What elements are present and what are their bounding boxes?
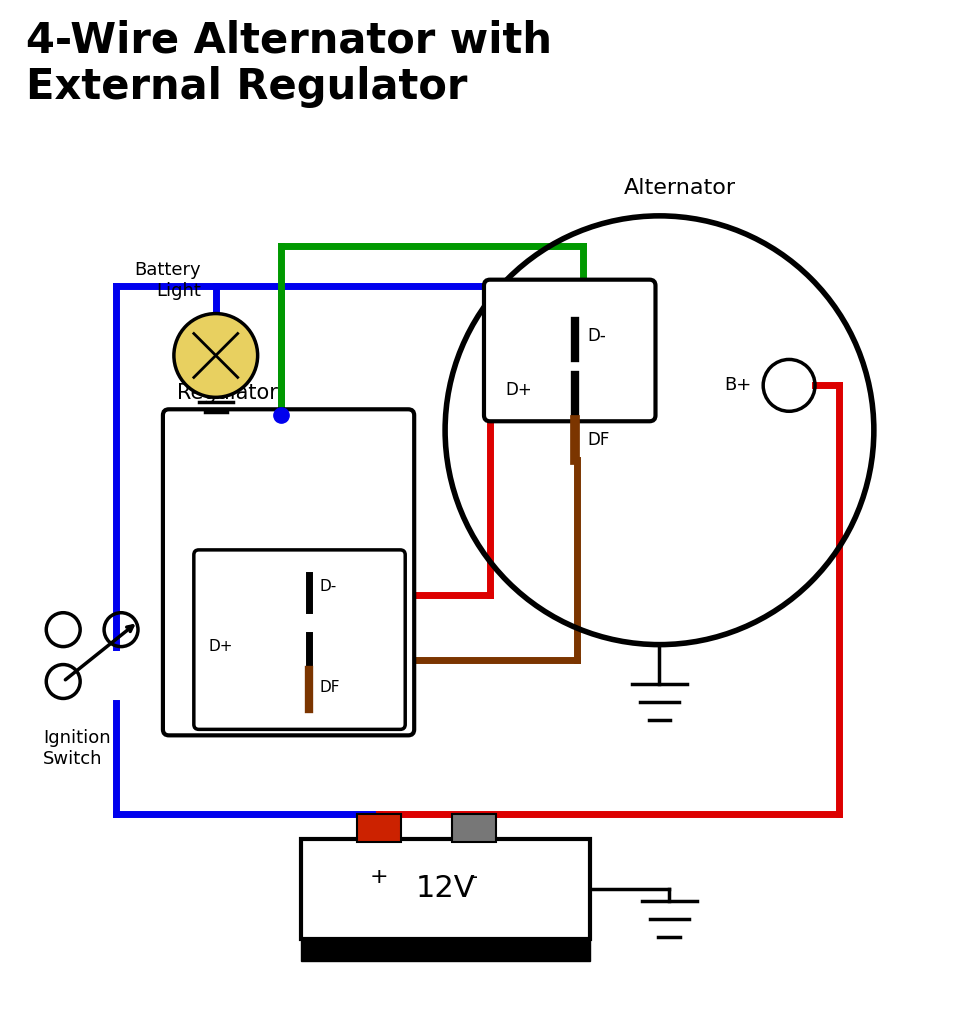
- FancyBboxPatch shape: [484, 280, 656, 421]
- Text: Ignition
Switch: Ignition Switch: [43, 729, 111, 768]
- FancyBboxPatch shape: [194, 550, 405, 729]
- Text: D+: D+: [505, 381, 532, 399]
- Text: 4-Wire Alternator with
External Regulator: 4-Wire Alternator with External Regulato…: [26, 19, 552, 109]
- Text: 12V: 12V: [416, 874, 475, 903]
- Text: -: -: [470, 867, 478, 887]
- Text: DF: DF: [588, 431, 610, 450]
- FancyBboxPatch shape: [452, 814, 496, 842]
- Circle shape: [174, 313, 257, 397]
- Text: D-: D-: [588, 327, 607, 344]
- FancyBboxPatch shape: [357, 814, 400, 842]
- Text: +: +: [370, 867, 388, 887]
- Text: B+: B+: [724, 377, 752, 394]
- FancyBboxPatch shape: [163, 410, 414, 735]
- Text: Alternator: Alternator: [623, 178, 735, 198]
- Text: D-: D-: [320, 580, 337, 594]
- Text: DF: DF: [320, 680, 340, 695]
- FancyBboxPatch shape: [300, 939, 589, 961]
- FancyBboxPatch shape: [300, 839, 589, 939]
- Text: Regulator: Regulator: [177, 383, 277, 403]
- Text: D+: D+: [208, 639, 233, 654]
- Text: Battery
Light: Battery Light: [134, 261, 201, 300]
